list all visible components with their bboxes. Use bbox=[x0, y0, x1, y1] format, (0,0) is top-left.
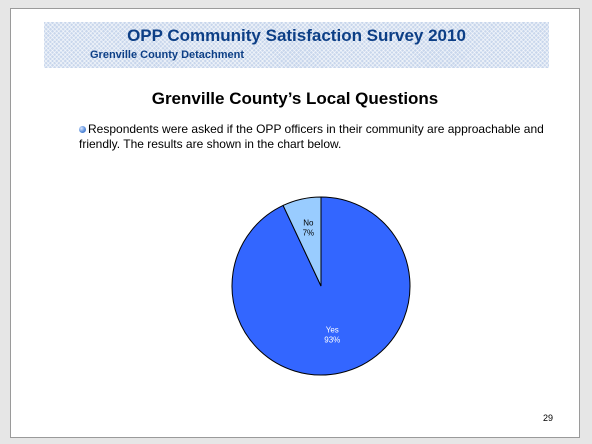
pie-label-yes: Yes 93% bbox=[324, 325, 340, 344]
slide: OPP Community Satisfaction Survey 2010 G… bbox=[10, 8, 580, 438]
pie-slice-no bbox=[282, 196, 322, 287]
pie-label-no: No 7% bbox=[303, 219, 315, 238]
section-heading: Grenville County’s Local Questions bbox=[151, 89, 439, 108]
bullet-icon bbox=[79, 126, 86, 133]
header-band: OPP Community Satisfaction Survey 2010 G… bbox=[44, 22, 549, 68]
detachment-subtitle: Grenville County Detachment bbox=[90, 49, 245, 61]
page-number: 29 bbox=[542, 413, 553, 423]
body-paragraph: Respondents were asked if the OPP office… bbox=[79, 122, 569, 152]
pie-chart: Yes 93% No 7% bbox=[231, 196, 411, 376]
body-text: Respondents were asked if the OPP office… bbox=[79, 122, 544, 151]
pie-chart-svg: Yes 93% No 7% bbox=[231, 196, 411, 376]
survey-title: OPP Community Satisfaction Survey 2010 bbox=[127, 26, 466, 45]
